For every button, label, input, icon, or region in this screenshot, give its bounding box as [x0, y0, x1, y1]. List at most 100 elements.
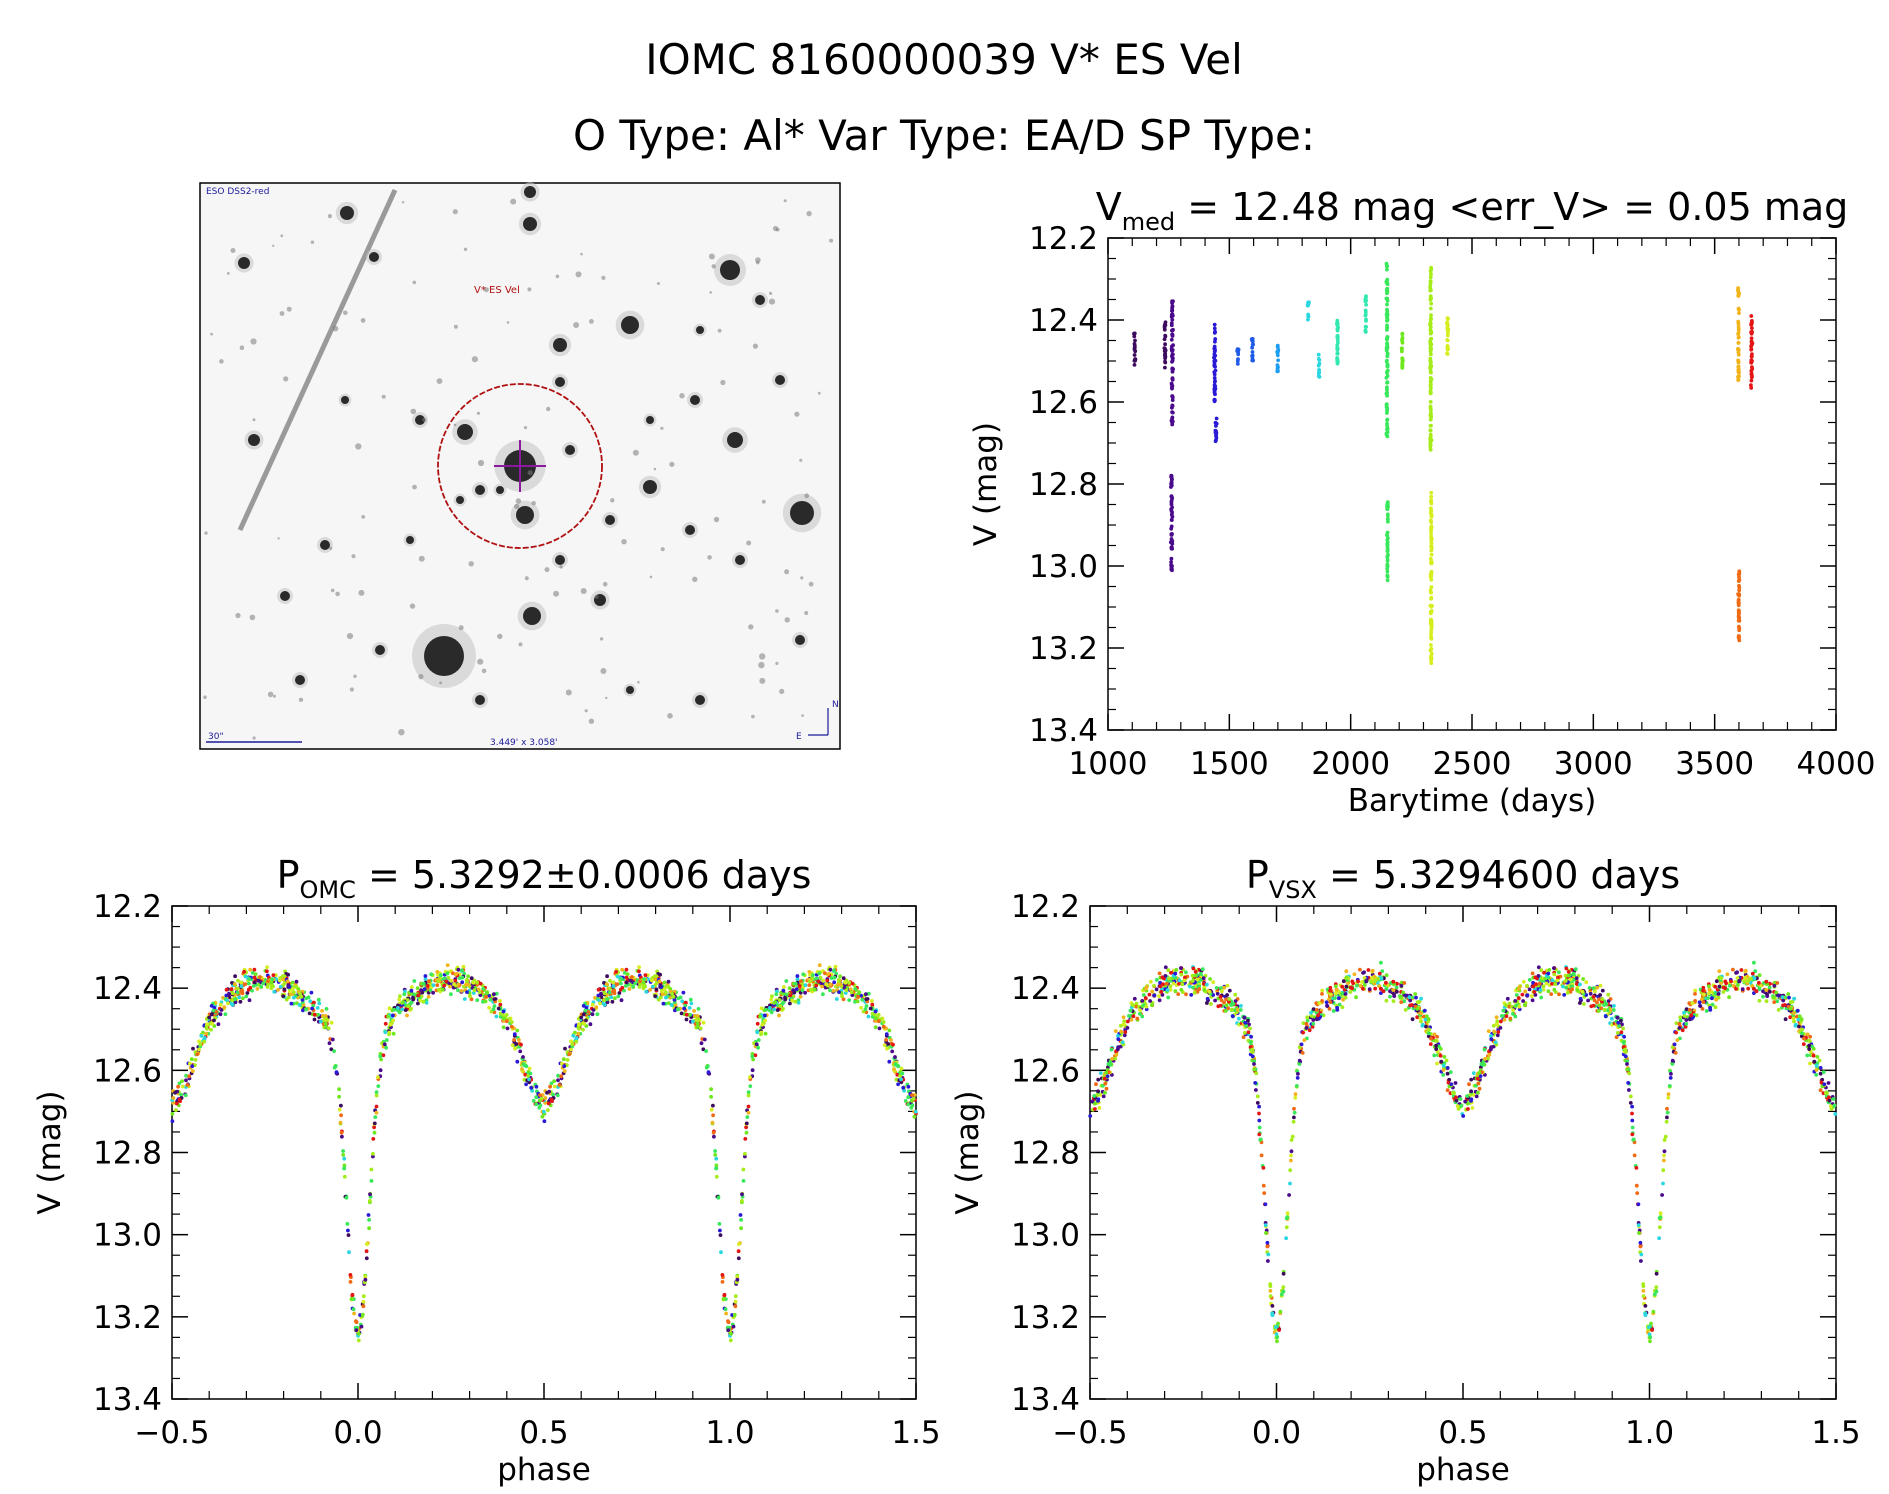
- data-point: [653, 977, 658, 982]
- data-point: [1327, 1007, 1332, 1011]
- data-point: [1364, 978, 1369, 983]
- data-point: [1170, 384, 1175, 388]
- data-point: [1530, 971, 1535, 976]
- y-tick-label: 12.8: [1029, 467, 1098, 503]
- data-point: [501, 1016, 506, 1021]
- data-point: [1385, 264, 1390, 269]
- data-point: [1214, 424, 1218, 428]
- data-point: [1096, 1089, 1100, 1094]
- data-point: [515, 1059, 520, 1064]
- data-point: [1610, 1016, 1614, 1021]
- faint-star: [711, 264, 716, 269]
- faint-star: [794, 411, 800, 417]
- data-point: [745, 1115, 750, 1119]
- data-point: [873, 1025, 878, 1030]
- data-point: [1429, 557, 1433, 561]
- data-point: [1379, 960, 1383, 965]
- faint-star: [800, 576, 804, 580]
- data-point: [912, 1093, 917, 1097]
- data-point: [1768, 981, 1772, 986]
- data-point: [1724, 981, 1728, 986]
- data-point: [1631, 1137, 1636, 1142]
- data-point: [893, 1055, 897, 1059]
- faint-star: [580, 588, 587, 594]
- data-point: [183, 1093, 188, 1098]
- data-point: [630, 975, 634, 979]
- data-point: [445, 963, 450, 968]
- data-point: [1429, 552, 1434, 557]
- data-point: [704, 1065, 709, 1070]
- data-point: [1706, 996, 1710, 1000]
- data-point: [402, 992, 407, 997]
- data-point: [1544, 981, 1549, 986]
- data-point: [177, 1097, 182, 1102]
- data-point: [1274, 1325, 1278, 1329]
- data-point: [863, 1007, 868, 1012]
- data-point: [741, 1167, 746, 1172]
- data-point: [360, 1312, 365, 1317]
- data-point: [374, 1090, 379, 1095]
- faint-star: [410, 408, 417, 415]
- data-point: [1445, 1071, 1450, 1076]
- series-t1440: [1212, 322, 1218, 404]
- data-point: [791, 988, 795, 992]
- data-point: [1683, 1025, 1688, 1029]
- data-point: [1093, 1107, 1097, 1111]
- data-point: [605, 974, 609, 979]
- data-point: [1680, 1028, 1685, 1033]
- data-point: [706, 1070, 711, 1074]
- data-point: [1233, 992, 1238, 997]
- faint-star: [515, 498, 522, 504]
- data-point: [1600, 988, 1605, 993]
- series-t3600: [1735, 286, 1741, 382]
- data-point: [1212, 370, 1217, 374]
- y-tick-label: 13.2: [93, 1300, 162, 1336]
- faint-star: [468, 561, 474, 567]
- data-point: [1295, 1076, 1300, 1080]
- data-point: [498, 1002, 503, 1007]
- data-point: [494, 991, 499, 996]
- data-point: [1734, 987, 1738, 991]
- data-point: [176, 1084, 181, 1089]
- star: [685, 525, 695, 535]
- data-point: [1090, 1099, 1095, 1104]
- data-point: [1428, 417, 1433, 422]
- data-point: [642, 977, 647, 981]
- data-point: [421, 981, 426, 986]
- data-point: [527, 1066, 532, 1071]
- faint-star: [752, 343, 759, 349]
- data-point: [354, 1319, 358, 1324]
- faint-star: [531, 501, 536, 506]
- data-point: [1486, 1029, 1491, 1033]
- data-point: [1415, 1007, 1420, 1011]
- data-point: [1563, 973, 1568, 978]
- faint-star: [769, 291, 773, 295]
- data-point: [1385, 558, 1390, 563]
- data-point: [886, 1042, 891, 1046]
- data-point: [666, 984, 671, 989]
- faint-star: [204, 531, 208, 535]
- faint-star: [439, 681, 442, 685]
- faint-star: [669, 461, 675, 467]
- data-point: [746, 1104, 751, 1109]
- data-point: [1094, 1082, 1098, 1087]
- data-point: [1170, 348, 1175, 353]
- data-point: [1563, 979, 1568, 983]
- data-point: [1169, 473, 1174, 478]
- data-point: [1428, 338, 1433, 343]
- data-point: [1520, 992, 1525, 997]
- data-point: [238, 999, 243, 1004]
- data-point: [624, 967, 629, 972]
- data-point: [339, 1103, 343, 1108]
- data-point: [1424, 1024, 1428, 1029]
- data-point: [912, 1114, 917, 1119]
- data-point: [1454, 1098, 1459, 1103]
- data-point: [1306, 312, 1311, 317]
- data-point: [1707, 988, 1712, 992]
- data-point: [247, 998, 252, 1003]
- data-point: [1428, 306, 1433, 311]
- data-point: [416, 993, 421, 998]
- data-point: [1385, 393, 1389, 398]
- data-point: [1261, 1183, 1266, 1188]
- faint-star: [746, 540, 752, 546]
